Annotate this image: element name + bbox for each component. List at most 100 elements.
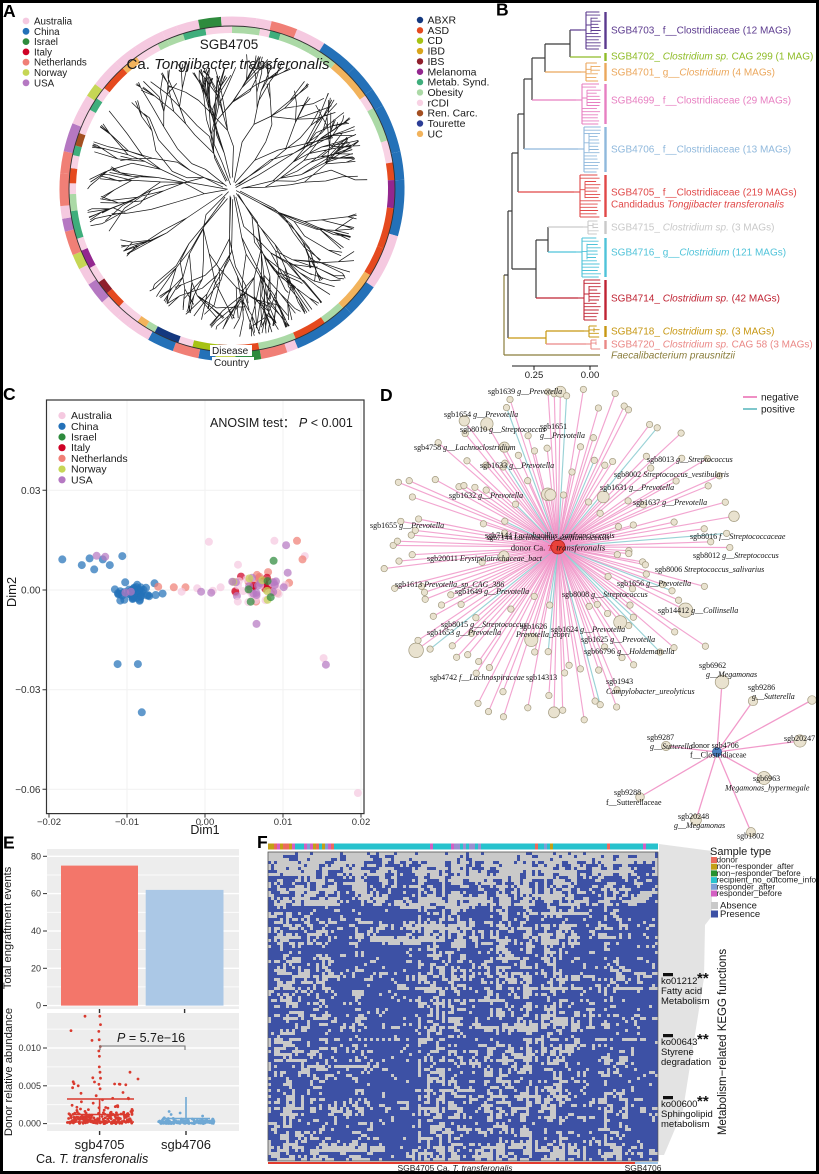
svg-text:negative: negative <box>761 393 799 404</box>
svg-text:Metabolism: Metabolism <box>661 996 710 1007</box>
svg-text:0: 0 <box>36 1001 41 1011</box>
svg-text:Norway: Norway <box>34 68 67 79</box>
svg-text:E: E <box>3 833 15 853</box>
svg-text:SGB4706_ f__Clostridiaceae (13: SGB4706_ f__Clostridiaceae (13 MAGs) <box>611 145 791 156</box>
svg-text:China: China <box>71 421 99 433</box>
svg-text:0.010: 0.010 <box>18 1043 41 1053</box>
svg-text:SGB4703_ f__Clostridiaceae (12: SGB4703_ f__Clostridiaceae (12 MAGs) <box>611 26 791 37</box>
svg-text:SGB4702_ Clostridium sp. CAG 2: SGB4702_ Clostridium sp. CAG 299 (1 MAG) <box>611 52 813 63</box>
svg-text:**: ** <box>697 970 709 987</box>
svg-text:metabolism: metabolism <box>661 1119 710 1130</box>
svg-text:Absence: Absence <box>720 901 757 912</box>
svg-text:sgb4742 f__Lachnospiraceae: sgb4742 f__Lachnospiraceae <box>430 673 525 682</box>
svg-text:0.000: 0.000 <box>18 1119 41 1129</box>
svg-text:sgb9287: sgb9287 <box>647 733 674 742</box>
svg-text:sgb1625 g__Prevotella: sgb1625 g__Prevotella <box>581 635 655 644</box>
svg-text:Faecalibacterium prausnitzii: Faecalibacterium prausnitzii <box>611 351 736 362</box>
svg-text:USA: USA <box>71 474 93 486</box>
svg-text:g__Sutterella: g__Sutterella <box>650 742 693 751</box>
svg-text:**: ** <box>697 1031 709 1048</box>
svg-text:Israel: Israel <box>71 432 97 444</box>
svg-text:Italy: Italy <box>71 442 91 454</box>
svg-text:Presence: Presence <box>720 909 760 920</box>
svg-text:sgb1632 g__Prevotella: sgb1632 g__Prevotella <box>449 491 523 500</box>
svg-text:sgb8006 Streptococcus_salivari: sgb8006 Streptococcus_salivarius <box>655 565 764 574</box>
svg-text:donor Ca. T. transferonalis: donor Ca. T. transferonalis <box>511 543 606 553</box>
svg-text:D: D <box>380 385 393 405</box>
svg-text:Donor relative abundance: Donor relative abundance <box>3 1008 15 1136</box>
svg-text:sgb8010 g__Streptococcus: sgb8010 g__Streptococcus <box>460 425 546 434</box>
svg-text:sgb8015 g__Streptococcus: sgb8015 g__Streptococcus <box>441 620 527 629</box>
svg-text:Ca. T. transferonalis: Ca. T. transferonalis <box>36 1152 149 1166</box>
svg-text:donor: donor <box>717 855 738 865</box>
svg-text:SGB4715_ Clostridium sp. (3 MA: SGB4715_ Clostridium sp. (3 MAGs) <box>611 223 774 234</box>
svg-text:sgb1653 g__Prevotella: sgb1653 g__Prevotella <box>427 628 501 637</box>
svg-text:Metab. Synd.: Metab. Synd. <box>428 77 490 89</box>
svg-text:sgb20247: sgb20247 <box>784 734 815 743</box>
svg-text:SGB4699_ f__Clostridiaceae (29: SGB4699_ f__Clostridiaceae (29 MAGs) <box>611 96 791 107</box>
svg-text:ko00643: ko00643 <box>661 1037 697 1048</box>
svg-text:sgb1649 g__Prevotella: sgb1649 g__Prevotella <box>455 587 529 596</box>
svg-text:Dim1: Dim1 <box>190 823 219 837</box>
svg-text:Netherlands: Netherlands <box>71 453 128 465</box>
svg-text:sgb1624 g__Prevotella: sgb1624 g__Prevotella <box>551 625 625 634</box>
svg-text:SGB4706: SGB4706 <box>625 1163 662 1173</box>
svg-text:China: China <box>34 27 60 38</box>
svg-text:sgb8016 f__Streptococcaceae: sgb8016 f__Streptococcaceae <box>690 532 786 541</box>
svg-text:A: A <box>3 1 16 21</box>
svg-text:0.00: 0.00 <box>21 586 41 597</box>
svg-text:IBS: IBS <box>428 56 445 68</box>
svg-text:sgb1631 g__Prevotella: sgb1631 g__Prevotella <box>600 483 674 492</box>
svg-text:40: 40 <box>31 926 41 936</box>
svg-text:sgb66796 g__Holdemanella: sgb66796 g__Holdemanella <box>584 647 674 656</box>
svg-text:g__Megamonas: g__Megamonas <box>706 670 757 679</box>
svg-text:f__Clostridiaceae: f__Clostridiaceae <box>690 751 747 760</box>
svg-text:20: 20 <box>31 963 41 973</box>
svg-text:UC: UC <box>428 128 444 140</box>
svg-text:P = 5.7e−16: P = 5.7e−16 <box>117 1031 185 1045</box>
svg-text:SGB4716_ g__Clostridium (121 M: SGB4716_ g__Clostridium (121 MAGs) <box>611 248 786 259</box>
svg-text:0.03: 0.03 <box>21 486 41 497</box>
svg-text:responder_before: responder_before <box>717 888 783 898</box>
svg-text:Prevotella_copri: Prevotella_copri <box>515 630 570 639</box>
svg-text:USA: USA <box>34 78 55 89</box>
svg-text:sgb1943: sgb1943 <box>606 677 633 686</box>
svg-text:Ren. Carc.: Ren. Carc. <box>428 108 478 120</box>
svg-text:Campylobacter_ureolyticus: Campylobacter_ureolyticus <box>606 687 695 696</box>
svg-text:sgb6963: sgb6963 <box>753 774 780 783</box>
svg-text:donor sgb4706: donor sgb4706 <box>691 741 739 750</box>
svg-text:sgb8008 g__Streptococcus: sgb8008 g__Streptococcus <box>562 590 648 599</box>
svg-text:Italy: Italy <box>34 47 52 58</box>
svg-text:responder_after: responder_after <box>717 881 776 891</box>
svg-text:SGB4705: SGB4705 <box>200 37 259 52</box>
svg-text:sgb6962: sgb6962 <box>699 661 726 670</box>
svg-text:sgb1656 g__Prevotella: sgb1656 g__Prevotella <box>617 579 691 588</box>
svg-text:sgb1633 g__Prevotella: sgb1633 g__Prevotella <box>480 461 554 470</box>
svg-text:Melanoma: Melanoma <box>428 66 477 78</box>
svg-text:Dim2: Dim2 <box>4 577 19 607</box>
svg-text:sgb20248: sgb20248 <box>678 812 709 821</box>
svg-text:sgb1613 Prevotella_sp_CAG_386: sgb1613 Prevotella_sp_CAG_386 <box>395 580 504 589</box>
svg-text:Australia: Australia <box>34 17 73 28</box>
svg-text:sgb9286: sgb9286 <box>748 683 775 692</box>
svg-text:Netherlands: Netherlands <box>34 58 87 69</box>
svg-text:−0.01: −0.01 <box>115 817 139 828</box>
svg-text:SGB4705 Ca. T. transferonalis: SGB4705 Ca. T. transferonalis <box>398 1163 514 1173</box>
svg-text:sgb8002 Streptococcus_vestibul: sgb8002 Streptococcus_vestibularis <box>614 470 729 479</box>
svg-text:SGB4720_ Clostridium sp. CAG 5: SGB4720_ Clostridium sp. CAG 58 (3 MAGs) <box>611 340 813 351</box>
svg-text:Obesity: Obesity <box>428 87 464 99</box>
svg-text:−0.03: −0.03 <box>15 685 41 696</box>
svg-text:f__Sutterellaceae: f__Sutterellaceae <box>606 798 662 807</box>
svg-text:0.25: 0.25 <box>525 370 544 381</box>
svg-text:0.00: 0.00 <box>581 370 600 381</box>
svg-text:sgb8012 g__Streptococcus: sgb8012 g__Streptococcus <box>693 551 779 560</box>
svg-text:SGB4714_ Clostridium sp. (42 M: SGB4714_ Clostridium sp. (42 MAGs) <box>611 294 780 305</box>
svg-text:Australia: Australia <box>71 410 112 422</box>
svg-text:Fatty acid: Fatty acid <box>661 986 702 997</box>
svg-text:Megamonas_hypermegale: Megamonas_hypermegale <box>724 784 810 793</box>
svg-text:sgb20011 Erysipelotrichaceae_b: sgb20011 Erysipelotrichaceae_bact <box>427 554 543 563</box>
svg-text:Ca. Tongjibacter transferonali: Ca. Tongjibacter transferonalis <box>127 56 330 73</box>
svg-text:g__Sutterella: g__Sutterella <box>752 692 795 701</box>
svg-text:0.01: 0.01 <box>274 817 293 828</box>
svg-text:SGB4718_ Clostridium sp. (3 MA: SGB4718_ Clostridium sp. (3 MAGs) <box>611 327 774 338</box>
